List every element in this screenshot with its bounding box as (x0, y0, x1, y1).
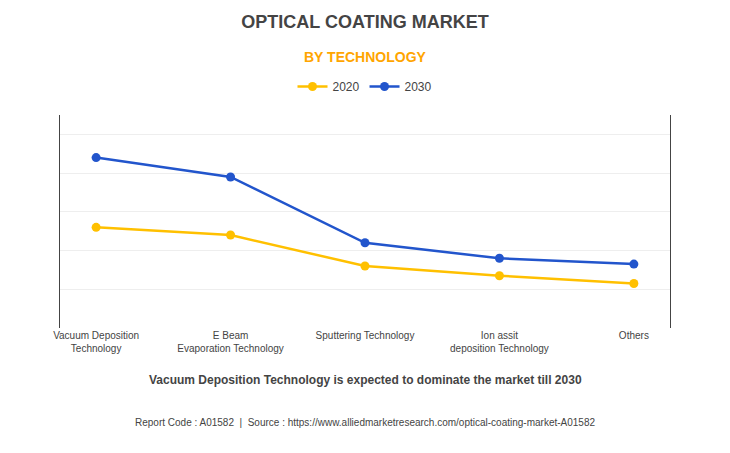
svg-text:2020: 2020 (333, 80, 360, 94)
svg-text:Ion assitdeposition Technology: Ion assitdeposition Technology (450, 330, 549, 354)
svg-text:E BeamEvaporation Technology: E BeamEvaporation Technology (177, 330, 284, 354)
svg-text:Sputtering Technology: Sputtering Technology (316, 330, 415, 341)
svg-text:Vacuum DepositionTechnology: Vacuum DepositionTechnology (53, 330, 139, 354)
svg-text:Report Code : A01582 | Sourc: Report Code : A01582 | Source : https://… (135, 417, 595, 428)
svg-text:Others: Others (619, 330, 649, 341)
svg-text:Vacuum Deposition Technology i: Vacuum Deposition Technology is expected… (149, 373, 582, 387)
svg-text:BY TECHNOLOGY: BY TECHNOLOGY (304, 49, 427, 65)
svg-text:2030: 2030 (405, 80, 432, 94)
svg-text:OPTICAL COATING MARKET: OPTICAL COATING MARKET (241, 12, 488, 32)
